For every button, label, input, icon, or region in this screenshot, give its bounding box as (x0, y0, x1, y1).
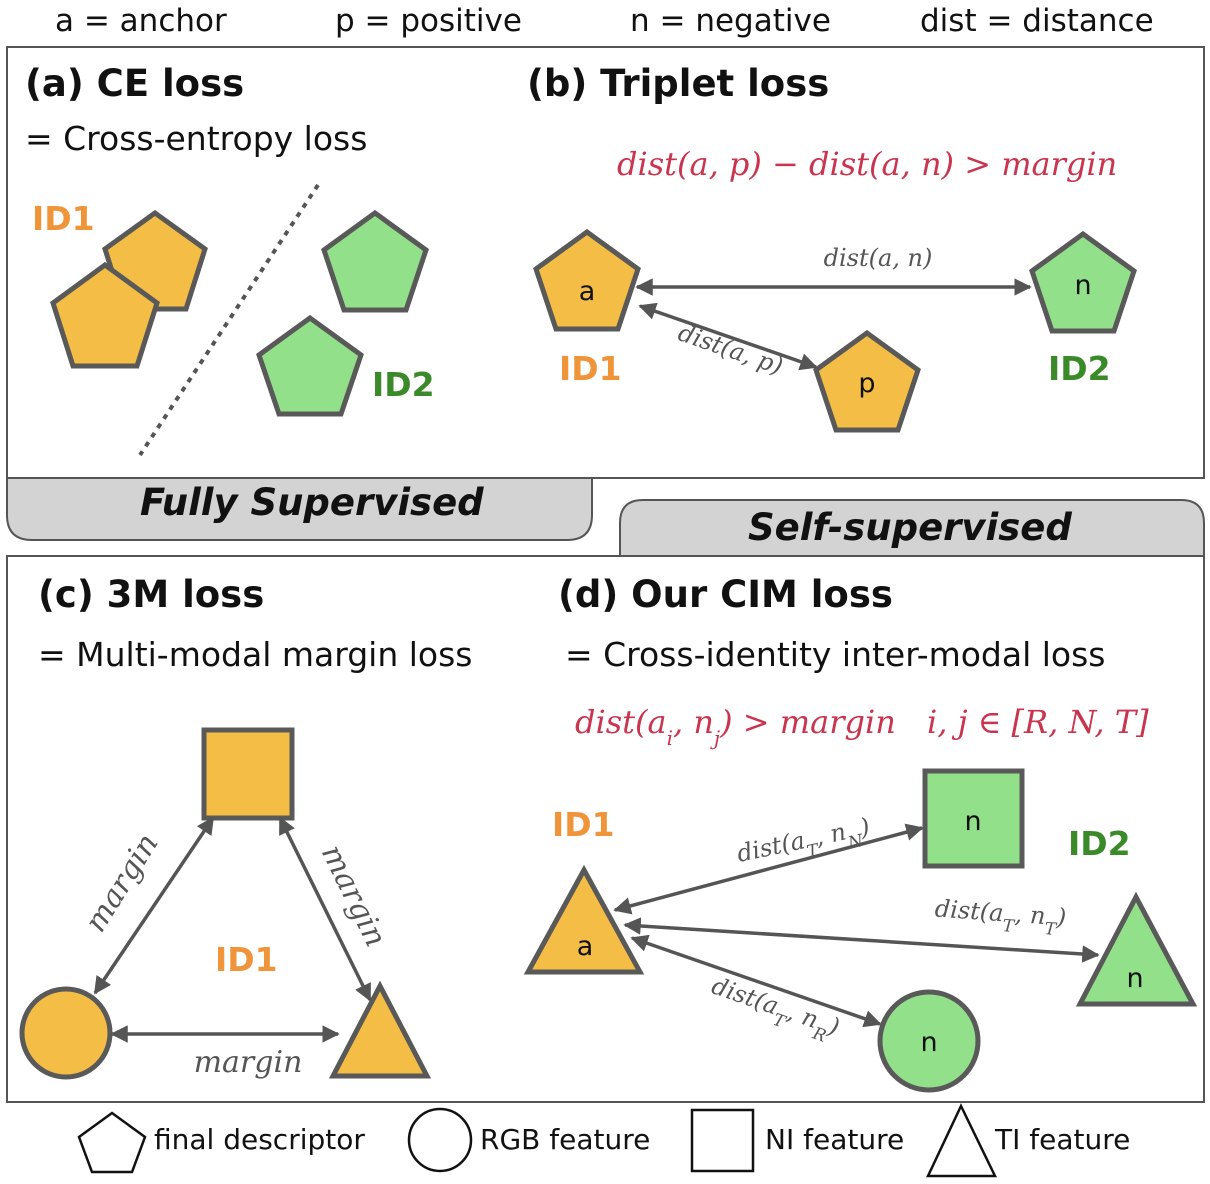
panel-b-negative-label: n (1074, 270, 1091, 301)
panel-b-formula: dist(a, p) − dist(a, n) > margin (617, 145, 1117, 183)
panel-b-anchor-label: a (579, 276, 596, 307)
arrow-dist-a-p (638, 302, 818, 371)
circle-rgb-feature (19, 986, 113, 1080)
arrow-dist-at-nr (630, 934, 882, 1028)
panel-d-formula-left-pre: dist(a (575, 703, 667, 741)
panel-b-id2: ID2 (1048, 349, 1111, 388)
panel-d-formula-left-mid: , n (673, 703, 714, 741)
pentagon-anchor (533, 228, 641, 332)
fully-supervised-frame (6, 46, 1205, 479)
panel-c-id1: ID1 (215, 940, 278, 979)
panel-d-n-square: n (964, 806, 981, 837)
panel-b-dist-ap: dist(a, p) (675, 319, 787, 381)
panel-b-positive-label: p (858, 368, 875, 399)
pentagon-id2-top (321, 209, 429, 313)
fully-supervised-tab (6, 477, 593, 541)
panel-d-dist-nt: dist(aT, nT) (933, 894, 1067, 940)
panel-d-title: (d) Our CIM loss (558, 573, 893, 616)
triangle-ti-feature (328, 980, 432, 1079)
panel-c-margin-bottom: margin (194, 1045, 303, 1080)
arrow-dist-at-nt (623, 917, 1100, 963)
self-supervised-frame (6, 555, 1205, 1103)
triangle-negative-ti (1075, 891, 1198, 1007)
pentagon-legend-icon (77, 1111, 147, 1174)
panel-d-subtitle: = Cross-identity inter-modal loss (565, 635, 1106, 674)
panel-d-anchor-label: a (577, 931, 594, 962)
circle-legend-icon (407, 1107, 473, 1173)
panel-c-subtitle: = Multi-modal margin loss (38, 635, 473, 674)
dist-nt-sub1: T (1002, 916, 1016, 937)
pentagon-negative (1029, 230, 1137, 334)
panel-d-dist-nr: dist(aT, nR) (705, 972, 843, 1050)
arrow-square-circle (93, 816, 215, 995)
triangle-legend-icon (926, 1103, 997, 1178)
dist-nr-sub2: R (809, 1023, 829, 1046)
arrow-square-triangle (278, 816, 372, 1002)
legend-rgb-feature: RGB feature (480, 1123, 650, 1156)
panel-d-formula-left: dist(ai, nj) > margin (575, 703, 896, 750)
dist-nn-sub2: N (845, 831, 866, 854)
circle-negative-rgb (877, 989, 981, 1093)
panel-b-dist-an: dist(a, n) (824, 244, 933, 272)
square-legend-icon (690, 1108, 755, 1173)
dist-nn-mid: , n (813, 817, 849, 851)
panel-a-title: (a) CE loss (25, 62, 244, 105)
panel-a-subtitle: = Cross-entropy loss (25, 119, 367, 158)
self-supervised-label: Self-supervised (748, 506, 1072, 549)
legend-anchor: a = anchor (55, 3, 227, 39)
legend-negative: n = negative (630, 3, 831, 39)
arrow-dist-at-nn (613, 823, 924, 915)
dist-nt-mid: , n (1014, 900, 1047, 930)
fully-supervised-label: Fully Supervised (140, 481, 484, 524)
panel-b-id1: ID1 (559, 349, 622, 388)
legend-distance: dist = distance (920, 3, 1154, 39)
legend-final-descriptor: final descriptor (154, 1123, 365, 1156)
dist-nt-pre: dist(a (934, 894, 1004, 927)
square-negative-ni (922, 768, 1025, 869)
pentagon-id1-front (50, 261, 160, 369)
panel-d-id2: ID2 (1068, 824, 1131, 863)
panel-b-title: (b) Triplet loss (527, 62, 829, 105)
self-supervised-tab (619, 499, 1205, 557)
panel-d-formula-sub-j: j (710, 726, 720, 750)
panel-a-id2: ID2 (372, 365, 435, 404)
panel-d-id1: ID1 (552, 805, 615, 844)
panel-a-id1: ID1 (32, 199, 95, 238)
panel-c-margin-left: margin (78, 828, 165, 939)
pentagon-id2-bottom (256, 314, 364, 417)
panel-d-formula-left-end: ) > margin (719, 703, 896, 741)
dist-nt-sub2: T (1044, 919, 1058, 940)
panel-d-dist-nn: dist(aT, nN) (734, 812, 874, 876)
legend-positive: p = positive (335, 3, 522, 39)
panel-d-n-circle: n (920, 1027, 937, 1058)
panel-d-formula-right: i, j ∈ [R, N, T] (927, 703, 1149, 741)
triangle-anchor (523, 864, 645, 975)
pentagon-positive (813, 329, 921, 433)
panel-c-title: (c) 3M loss (38, 573, 264, 616)
panel-d-formula-sub-i: i (667, 726, 673, 750)
legend-ti-feature: TI feature (994, 1123, 1130, 1156)
dist-nt-post: ) (1055, 903, 1067, 932)
legend-ni-feature: NI feature (765, 1123, 904, 1156)
panel-c-margin-right: margin (314, 839, 393, 952)
square-ni-feature (201, 727, 295, 821)
panel-d-n-triangle: n (1126, 963, 1143, 994)
